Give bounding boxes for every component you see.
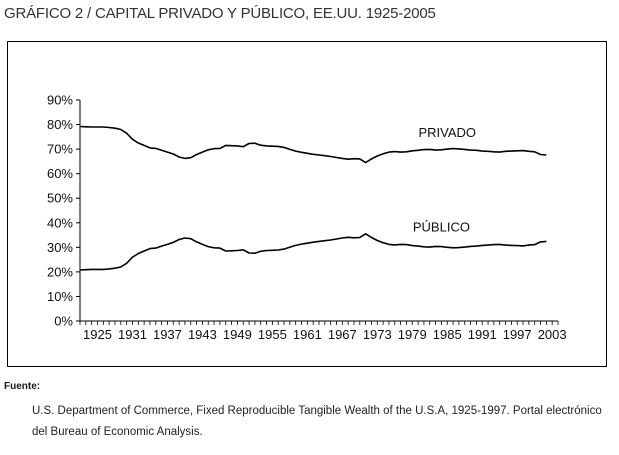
x-tick-label: 1925 [83, 327, 112, 342]
x-tick-label: 1961 [293, 327, 322, 342]
y-tick-label: 0% [54, 314, 73, 329]
y-tick-label: 10% [47, 289, 73, 304]
line-chart: 0% 10% 20% 30% 40% 50% 60% 70% 80% 90% 1925 1931 193… [47, 93, 567, 343]
y-tick-label: 30% [47, 240, 73, 255]
x-tick-label: 1985 [433, 327, 462, 342]
y-tick-label: 40% [47, 215, 73, 230]
y-tick-label: 60% [47, 166, 73, 181]
y-tick-label: 20% [47, 264, 73, 279]
page-title: GRÁFICO 2 / CAPITAL PRIVADO Y PÚBLICO, E… [4, 5, 436, 22]
y-tick-label: 70% [47, 142, 73, 157]
x-tick-label: 1997 [503, 327, 532, 342]
y-tick-label: 80% [47, 117, 73, 132]
source-text: U.S. Department of Commerce, Fixed Repro… [32, 405, 602, 438]
x-tick-label: 1973 [363, 327, 392, 342]
x-tick-label: 1937 [153, 327, 182, 342]
x-tick-label: 1967 [328, 327, 357, 342]
series-label: PRIVADO [418, 125, 476, 140]
y-tick-label: 50% [47, 191, 73, 206]
x-tick-label: 1955 [258, 327, 287, 342]
x-tick-label: 1931 [118, 327, 147, 342]
series-line-pblico [79, 233, 547, 271]
source-label: Fuente: [4, 381, 41, 392]
series-line-privado [79, 125, 547, 164]
x-tick-label: 1979 [398, 327, 427, 342]
x-tick-label: 1949 [223, 327, 252, 342]
y-tick-label: 90% [47, 93, 73, 108]
chart-frame: 0% 10% 20% 30% 40% 50% 60% 70% 80% 90% 1925 1931 193… [7, 41, 607, 367]
x-tick-label: 1991 [468, 327, 497, 342]
x-tick-label: 1943 [188, 327, 217, 342]
series-label: PÚBLICO [413, 219, 470, 234]
x-tick-label: 2003 [538, 327, 567, 342]
